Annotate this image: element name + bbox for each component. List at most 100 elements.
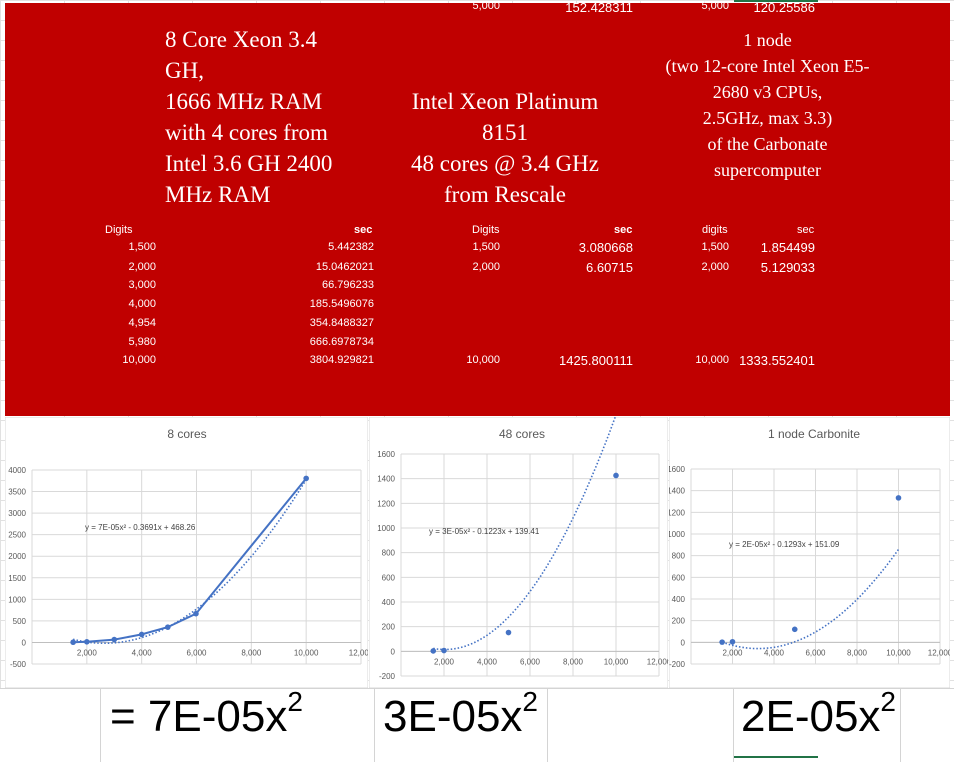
data-point (84, 638, 90, 645)
y-tick-label: 3500 (8, 488, 26, 497)
header-1-node: 1 node (two 12-core Intel Xeon E5- 2680 … (665, 30, 870, 180)
table1-digits-cell[interactable]: 2,000 (128, 261, 156, 273)
table1-sec-cell[interactable]: 5.442382 (328, 241, 374, 253)
table3-digits-cell[interactable]: 2,000 (701, 261, 729, 273)
y-tick-label: 1000 (8, 595, 26, 604)
y-tick-label: 400 (672, 595, 686, 604)
table1-digits-cell[interactable]: 10,000 (122, 354, 156, 366)
y-tick-label: 600 (672, 573, 686, 582)
y-tick-label: 1600 (669, 465, 686, 474)
x-tick-label: 8,000 (241, 648, 262, 657)
x-tick-label: 6,000 (520, 657, 541, 666)
chart-48-cores[interactable]: 48 cores -200 0 200 400 600 800 1000 1200 1400 160… (369, 417, 668, 688)
table1-header-digits: Digits (105, 224, 133, 236)
table1-digits-cell[interactable]: 4,000 (128, 298, 156, 310)
x-tick-label: 2,000 (77, 648, 98, 657)
data-point (303, 475, 309, 482)
table2-digits-cell[interactable]: 1,500 (472, 241, 500, 253)
table1-sec-cell[interactable]: 3804.929821 (309, 354, 374, 366)
y-tick-label: 800 (672, 552, 686, 561)
table3-digits-cell[interactable]: 5,000 (701, 0, 729, 12)
formula-1-node[interactable]: 2E-05x2 (741, 686, 896, 742)
table2-digits-cell[interactable]: 5,000 (472, 0, 500, 12)
chart-1-node-carbonite[interactable]: 1 node Carbonite -200 0 200 400 600 800 1000 120… (669, 417, 950, 688)
table1-digits-cell[interactable]: 4,954 (128, 317, 156, 329)
y-tick-label: -200 (669, 660, 686, 669)
formula-exponent: 2 (880, 686, 896, 717)
table2-digits-cell[interactable]: 10,000 (466, 354, 500, 366)
x-tick-label: 10,000 (604, 657, 629, 666)
y-tick-label: 1200 (669, 508, 686, 517)
table1-sec-cell[interactable]: 666.6978734 (309, 336, 374, 348)
table1-digits-cell[interactable]: 5,980 (128, 336, 156, 348)
x-tick-label: 10,000 (294, 648, 319, 657)
chart-title: 8 cores (167, 427, 206, 441)
col-divider (900, 688, 901, 762)
table3-sec-cell[interactable]: 120.25586 (753, 0, 815, 15)
y-tick-label: 2000 (8, 552, 26, 561)
table2-header-sec: sec (614, 224, 633, 236)
trendline (433, 417, 617, 651)
data-point (719, 639, 725, 645)
y-tick-label: 0 (681, 638, 686, 647)
table2-sec-cell[interactable]: 152.428311 (565, 0, 633, 15)
table3-sec-cell[interactable]: 1333.552401 (739, 353, 815, 368)
y-tick-label: 1600 (377, 450, 395, 459)
y-tick-label: 2500 (8, 531, 26, 540)
y-tick-label: 400 (382, 598, 396, 607)
table3-header-digits: digits (702, 224, 728, 236)
data-point (138, 631, 145, 638)
table1-sec-cell[interactable]: 354.8488327 (309, 317, 374, 329)
table1-sec-cell[interactable]: 66.796233 (322, 279, 374, 291)
table1-sec-cell[interactable]: 185.5496076 (309, 298, 374, 310)
y-tick-label: 1400 (669, 487, 686, 496)
col-divider (733, 688, 734, 762)
table3-digits-cell[interactable]: 1,500 (701, 241, 729, 253)
x-tick-label: 4,000 (132, 648, 153, 657)
table2-digits-cell[interactable]: 2,000 (472, 261, 500, 273)
col-divider (547, 688, 548, 762)
formula-8-cores-text: = 7E-05x (110, 692, 288, 741)
x-tick-label: 10,000 (886, 648, 911, 657)
table2-sec-cell[interactable]: 3.080668 (578, 240, 633, 255)
table1-digits-cell[interactable]: 1,500 (128, 241, 156, 253)
y-tick-label: 800 (382, 549, 396, 558)
table2-sec-cell[interactable]: 6.60715 (586, 260, 633, 275)
data-point (193, 610, 199, 617)
formula-48-cores[interactable]: 3E-05x2 (383, 686, 538, 742)
chart-title: 48 cores (499, 427, 545, 441)
table2-sec-cell[interactable]: 1425.800111 (559, 353, 633, 368)
formula-48-cores-text: 3E-05x (383, 692, 523, 741)
table3-sec-cell[interactable]: 1.854499 (760, 240, 815, 255)
y-tick-label: -500 (10, 660, 27, 669)
table1-header-sec: sec (354, 224, 373, 236)
y-tick-label: -200 (379, 672, 396, 681)
x-tick-label: 12,000 (647, 657, 668, 666)
y-tick-label: 500 (13, 617, 27, 626)
data-point (895, 495, 902, 501)
trendline (72, 479, 307, 644)
x-tick-label: 4,000 (764, 648, 785, 657)
y-tick-label: 200 (382, 623, 396, 632)
table3-sec-cell[interactable]: 5.129033 (760, 260, 815, 275)
y-tick-label: 600 (382, 573, 396, 582)
formula-8-cores[interactable]: = 7E-05x2 (110, 686, 303, 742)
y-tick-label: 1000 (377, 524, 395, 533)
y-tick-label: 1200 (377, 499, 395, 508)
formula-row (0, 688, 954, 762)
trendline (721, 548, 900, 650)
table1-sec-cell[interactable]: 15.0462021 (315, 261, 374, 273)
x-tick-label: 6,000 (186, 648, 207, 657)
y-tick-label: 1000 (669, 530, 686, 539)
table1-digits-cell[interactable]: 3,000 (128, 279, 156, 291)
x-tick-label: 2,000 (722, 648, 743, 657)
y-tick-label: 0 (22, 638, 27, 647)
chart-8-cores[interactable]: 8 cores -500 0 500 1000 1500 2000 2500 3000 3500 4… (5, 417, 368, 688)
x-tick-label: 8,000 (847, 648, 868, 657)
table3-digits-cell[interactable]: 10,000 (695, 354, 729, 366)
x-tick-label: 12,000 (928, 648, 950, 657)
red-header-block (5, 3, 950, 416)
col-divider (374, 688, 375, 762)
trendline-equation: y = 3E-05x² - 0.1223x + 139.41 (429, 527, 540, 536)
selected-cell-border-top (734, 0, 818, 2)
